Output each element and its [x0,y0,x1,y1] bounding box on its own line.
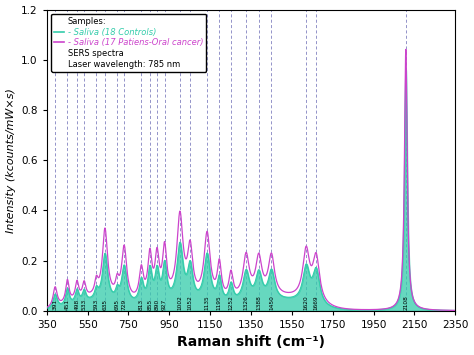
Text: 451: 451 [65,299,70,310]
Text: 1388: 1388 [256,295,261,310]
Text: 695: 695 [115,299,120,310]
Legend: Samples:, - Saliva (18 Controls), - Saliva (17 Patiens-Oral cancer), SERS spectr: Samples:, - Saliva (18 Controls), - Sali… [51,14,207,72]
Text: 391: 391 [53,299,58,310]
Text: 1135: 1135 [205,295,210,310]
Text: 927: 927 [162,298,167,310]
Text: 1669: 1669 [314,295,319,310]
X-axis label: Raman shift (cm⁻¹): Raman shift (cm⁻¹) [177,335,325,349]
Y-axis label: Intensity (kcounts/mW×s): Intensity (kcounts/mW×s) [6,88,16,233]
Text: 593: 593 [94,298,99,310]
Text: 729: 729 [122,298,127,310]
Text: 813: 813 [139,299,144,310]
Text: 635: 635 [102,299,108,310]
Text: 855: 855 [147,298,153,310]
Text: 498: 498 [74,298,80,310]
Text: 533: 533 [82,298,87,310]
Text: 2108: 2108 [403,295,408,310]
Text: 1052: 1052 [188,295,192,310]
Text: 1252: 1252 [228,295,234,310]
Text: 1450: 1450 [269,295,274,310]
Text: 890: 890 [155,298,160,310]
Text: 1002: 1002 [177,295,182,310]
Text: 1195: 1195 [217,295,222,310]
Text: 1326: 1326 [244,295,248,310]
Text: 1620: 1620 [304,295,309,310]
